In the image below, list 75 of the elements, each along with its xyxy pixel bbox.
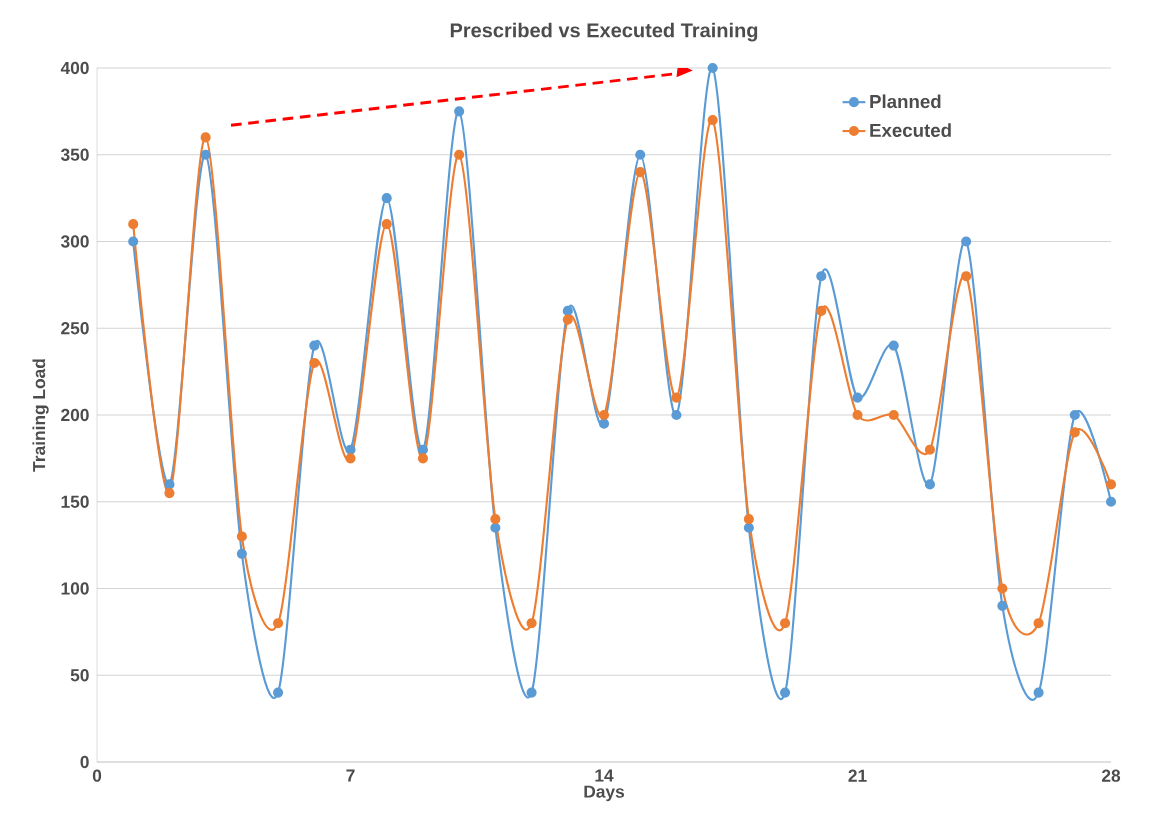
point — [490, 514, 501, 525]
point — [273, 618, 284, 629]
point — [490, 522, 501, 533]
y-tick-label: 0 — [80, 755, 89, 769]
point — [852, 409, 863, 421]
point — [273, 687, 284, 698]
y-tick-label: 150 — [61, 495, 89, 508]
point — [816, 271, 827, 282]
point — [381, 219, 392, 230]
point — [417, 444, 429, 455]
point — [707, 114, 718, 126]
x-tick-label: 7 — [346, 769, 355, 782]
point — [780, 687, 791, 698]
y-tick-label: 100 — [61, 582, 89, 595]
point — [345, 444, 356, 455]
point — [164, 479, 175, 490]
y-tick-label: 50 — [70, 669, 89, 682]
point — [924, 444, 936, 455]
legend-label: Planned — [870, 94, 941, 109]
point — [1069, 409, 1080, 421]
x-tick-label: 21 — [848, 769, 867, 782]
point — [200, 132, 211, 143]
point — [598, 409, 610, 421]
point — [1105, 479, 1117, 490]
y-tick-label: 300 — [60, 235, 89, 248]
point — [743, 522, 754, 533]
point — [562, 314, 573, 325]
y-tick-label: 400 — [60, 61, 89, 75]
x-axis-title: Days — [584, 785, 625, 802]
point — [454, 149, 465, 160]
point — [997, 583, 1008, 594]
point — [562, 305, 573, 316]
y-axis-title: Training Load — [32, 359, 49, 472]
y-tick-label: 350 — [60, 148, 89, 161]
point — [236, 548, 247, 559]
point — [671, 392, 682, 403]
point — [1105, 496, 1117, 507]
point — [888, 409, 899, 421]
point — [961, 236, 972, 247]
point — [707, 62, 718, 74]
point — [454, 106, 465, 117]
point — [526, 618, 537, 629]
point — [743, 514, 754, 525]
point — [816, 305, 827, 316]
point — [598, 418, 610, 429]
x-tick-label: 28 — [1101, 769, 1121, 782]
x-tick-label: 0 — [92, 769, 102, 782]
point — [345, 453, 356, 464]
y-tick-label: 200 — [61, 408, 89, 422]
legend-label: Executed — [870, 123, 951, 137]
point — [852, 392, 863, 403]
point — [888, 340, 899, 351]
point — [309, 340, 320, 351]
point — [1033, 687, 1044, 698]
point — [1033, 618, 1044, 629]
x-tick-label: 14 — [595, 769, 614, 782]
point — [381, 193, 392, 204]
point — [635, 149, 646, 160]
point — [236, 531, 247, 542]
point — [1069, 427, 1080, 438]
point — [128, 236, 139, 247]
y-tick-label: 250 — [61, 322, 89, 335]
point — [924, 479, 936, 490]
point — [997, 600, 1008, 611]
point — [128, 219, 139, 230]
point — [961, 271, 972, 282]
point — [780, 618, 791, 629]
point — [164, 488, 175, 499]
point — [635, 167, 646, 178]
point — [671, 409, 682, 421]
chart-title: Prescribed vs Executed Training — [450, 22, 758, 42]
point — [200, 149, 211, 160]
point — [309, 357, 320, 369]
point — [526, 687, 537, 698]
point — [417, 453, 429, 464]
